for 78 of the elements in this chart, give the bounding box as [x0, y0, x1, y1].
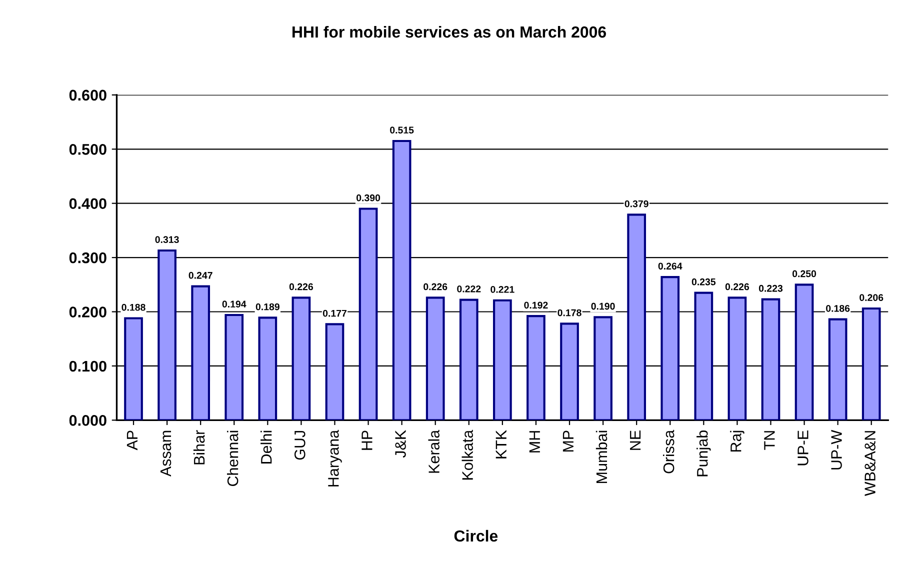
data-label: 0.194 — [222, 300, 246, 308]
x-tick-label: Chennai — [227, 430, 238, 486]
data-label: 0.226 — [424, 283, 448, 290]
data-label: 0.206 — [860, 294, 884, 302]
data-label: 0.190 — [591, 302, 615, 310]
x-tick-label: Haryana — [328, 430, 342, 486]
bar — [526, 315, 546, 420]
x-tick-label: UP-W — [831, 430, 842, 470]
x-tick-label: J&K — [395, 430, 406, 458]
data-label: 0.390 — [356, 194, 380, 202]
x-tick-label: Assam — [160, 430, 172, 477]
x-tick-label: Bihar — [193, 430, 205, 464]
y-tick-label: 0.600 — [69, 90, 106, 101]
bar — [493, 299, 512, 420]
bar — [325, 323, 344, 420]
bar — [862, 307, 881, 420]
bar — [828, 318, 848, 420]
x-tick-label: Mumbai — [596, 430, 608, 483]
y-tick-label: 0.200 — [69, 306, 106, 318]
bar — [660, 276, 680, 420]
bar — [560, 322, 579, 420]
x-tick-label: KTK — [496, 430, 506, 458]
bar — [594, 316, 612, 420]
data-label: 0.222 — [457, 285, 481, 292]
data-label: 0.313 — [155, 236, 179, 244]
data-label: 0.250 — [792, 270, 816, 278]
bar — [258, 316, 278, 420]
y-tick-label: 0.300 — [69, 252, 106, 264]
data-label: 0.177 — [322, 310, 346, 317]
data-label: 0.247 — [188, 272, 212, 279]
bar — [124, 317, 143, 420]
x-tick-label: Punjab — [696, 430, 711, 476]
bar — [794, 284, 814, 420]
x-tick-label: AP — [126, 430, 138, 450]
bar — [627, 214, 646, 420]
data-label: 0.221 — [490, 286, 514, 293]
chart-title: HHI for mobile services as on March 2006 — [292, 26, 606, 38]
data-label: 0.264 — [658, 262, 682, 270]
bar — [761, 298, 780, 420]
x-axis-title: Circle — [454, 530, 498, 542]
bar — [158, 249, 176, 420]
data-label: 0.226 — [725, 283, 750, 290]
bar — [728, 296, 747, 420]
x-tick-label: WB&A&N — [864, 431, 876, 496]
x-tick-label: NE — [630, 430, 641, 450]
bar — [191, 285, 210, 420]
bar — [224, 314, 244, 420]
data-label: 0.515 — [390, 126, 414, 134]
data-label: 0.379 — [624, 200, 648, 208]
bar — [392, 140, 412, 420]
x-tick-label: Delhi — [260, 430, 272, 464]
x-tick-label: MP — [562, 430, 574, 452]
x-tick-label: MH — [529, 431, 540, 452]
y-tick-label: 0.400 — [69, 198, 106, 210]
x-tick-label: Orissa — [663, 430, 674, 474]
x-tick-label: TN — [764, 431, 775, 450]
bar — [459, 298, 478, 420]
x-tick-label: HP — [362, 430, 372, 450]
x-tick-label: Raj — [730, 430, 744, 452]
x-tick-label: Kolkata — [462, 430, 473, 480]
data-label: 0.223 — [758, 284, 783, 292]
x-tick-label: GUJ — [294, 431, 306, 460]
data-label: 0.192 — [524, 302, 548, 309]
x-tick-label: UP-E — [798, 430, 808, 466]
data-label: 0.226 — [289, 283, 314, 290]
x-tick-label: Kerala — [428, 430, 440, 473]
bar — [694, 292, 714, 420]
bar — [358, 208, 378, 420]
bar — [426, 296, 445, 420]
bar — [292, 296, 311, 420]
data-label: 0.178 — [558, 309, 582, 316]
data-label: 0.188 — [122, 304, 146, 311]
y-tick-label: 0.500 — [69, 144, 106, 155]
y-tick-label: 0.000 — [69, 415, 106, 426]
data-label: 0.186 — [826, 304, 850, 312]
data-label: 0.189 — [256, 303, 280, 310]
y-tick-label: 0.100 — [69, 360, 106, 372]
data-label: 0.235 — [692, 278, 716, 286]
